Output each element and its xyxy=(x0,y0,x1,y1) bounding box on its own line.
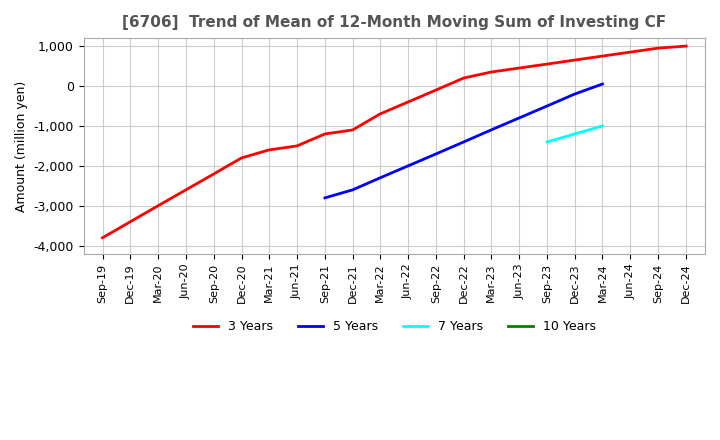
Legend: 3 Years, 5 Years, 7 Years, 10 Years: 3 Years, 5 Years, 7 Years, 10 Years xyxy=(188,315,601,338)
Y-axis label: Amount (million yen): Amount (million yen) xyxy=(15,81,28,212)
Title: [6706]  Trend of Mean of 12-Month Moving Sum of Investing CF: [6706] Trend of Mean of 12-Month Moving … xyxy=(122,15,667,30)
